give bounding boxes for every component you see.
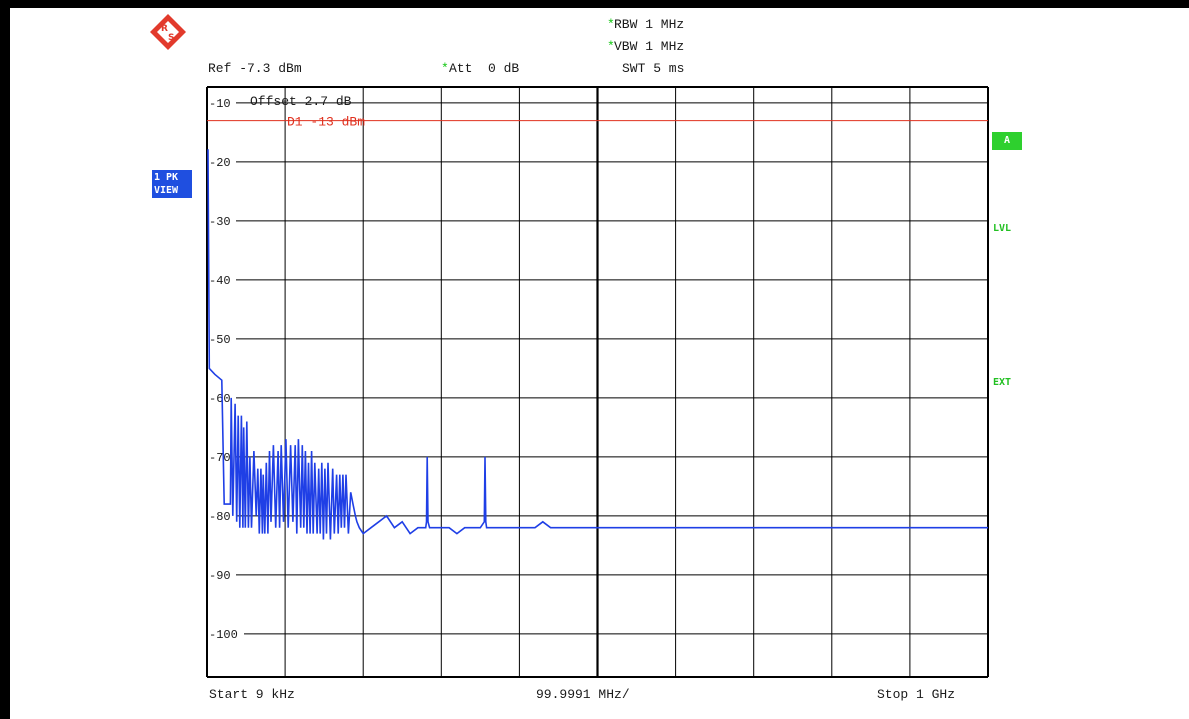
y-tick-label: -100 — [209, 628, 238, 642]
display-line-label: D1 -13 dBm — [287, 115, 365, 130]
frequency-per-division: 99.9991 MHz/ — [536, 687, 630, 702]
rbw-readout: RBW 1 MHz — [614, 17, 685, 32]
y-tick-label: -70 — [209, 451, 231, 465]
rbw-star: * — [607, 17, 615, 32]
y-tick-label-bg — [208, 568, 236, 580]
y-tick-label: -20 — [209, 156, 231, 170]
trace-mode-line2: VIEW — [154, 185, 179, 196]
y-tick-label-bg — [208, 332, 236, 344]
offset-label: Offset 2.7 dB — [250, 94, 352, 109]
stop-frequency: Stop 1 GHz — [877, 687, 956, 702]
y-tick-label: -30 — [209, 215, 231, 229]
sweep-time-readout: SWT 5 ms — [622, 61, 685, 76]
trace-a-badge: A — [992, 132, 1022, 150]
ext-indicator: EXT — [993, 377, 1012, 388]
att-star: * — [441, 61, 449, 76]
lvl-indicator: LVL — [993, 223, 1012, 234]
y-tick-label-bg — [208, 155, 236, 167]
y-tick-label-bg — [208, 214, 236, 226]
ref-level-readout: Ref -7.3 dBm — [208, 61, 302, 76]
y-tick-label: -10 — [209, 97, 231, 111]
y-tick-label-bg — [208, 450, 236, 462]
start-frequency: Start 9 kHz — [209, 687, 295, 702]
attenuation-readout: Att 0 dB — [449, 61, 520, 76]
svg-text:S: S — [168, 33, 174, 43]
vbw-star: * — [607, 39, 615, 54]
y-tick-label-bg — [208, 96, 236, 108]
y-tick-label: -60 — [209, 392, 231, 406]
rohde-schwarz-logo-icon: R S — [150, 14, 186, 50]
svg-text:R: R — [161, 24, 168, 34]
y-tick-label: -50 — [209, 333, 231, 347]
y-tick-label: -40 — [209, 274, 231, 288]
y-tick-label: -90 — [209, 569, 231, 583]
y-tick-label-bg — [208, 509, 236, 521]
vbw-readout: VBW 1 MHz — [614, 39, 685, 54]
trace-mode-line1: 1 PK — [154, 172, 179, 183]
y-tick-label: -80 — [209, 510, 231, 524]
spectrum-trace — [207, 149, 988, 540]
y-tick-label-bg — [208, 627, 244, 639]
trace-mode-badge: 1 PK VIEW — [152, 170, 192, 198]
y-tick-label-bg — [208, 273, 236, 285]
